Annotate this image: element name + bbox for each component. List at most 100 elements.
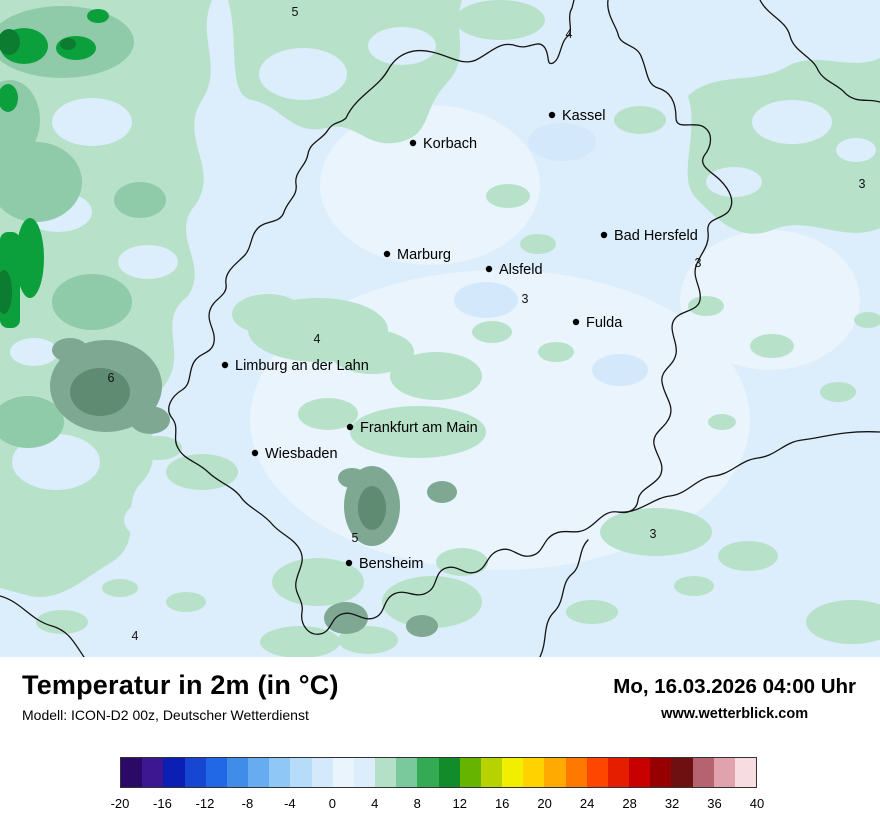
legend-color-segment [502,758,524,787]
legend-tick-label: 36 [707,796,722,811]
legend-color-segment [565,758,587,787]
city-dot [345,559,353,567]
city-label: Alsfeld [499,262,543,278]
city-marker-korbach: Korbach [409,136,477,152]
legend-color-segment [353,758,376,787]
legend-color-segment [248,758,270,787]
legend-tick-label: 28 [622,796,637,811]
city-marker-limburg: Limburg an der Lahn [221,358,369,374]
city-label: Frankfurt am Main [360,420,478,436]
city-dot [251,449,259,457]
legend-color-segment [713,758,735,787]
southeast-border-path [617,431,880,513]
legend-color-segment [480,758,503,787]
legend-tick-label: 32 [664,796,680,811]
terrain-dark-gray-green [70,368,386,530]
legend-color-segment [459,758,481,787]
legend-color-bar [120,757,757,788]
city-dot [548,111,556,119]
model-info: Modell: ICON-D2 00z, Deutscher Wetterdie… [22,707,309,723]
legend-tick-label: 20 [537,796,552,811]
legend-color-segment [332,758,354,787]
state-borders [0,0,880,658]
legend-color-segment [226,758,249,787]
legend-color-segment [671,758,693,787]
legend-color-segment [184,758,206,787]
temperature-map: 5 4 3 3 3 4 6 5 3 4 Kassel Korbach [0,0,880,658]
city-markers: Kassel Korbach Bad Hersfeld Marburg Alsf… [221,108,698,572]
legend-tick-label: -16 [153,796,172,811]
legend-color-segment [607,758,630,787]
city-dot [600,231,608,239]
title-block: Temperatur in 2m (in °C) Modell: ICON-D2… [22,657,339,745]
legend-tick-label: -8 [241,796,254,811]
temperature-values: 5 4 3 3 3 4 6 5 3 4 [108,5,866,643]
legend-tick-label: 12 [452,796,467,811]
city-marker-marburg: Marburg [383,247,451,263]
city-dot [572,318,580,326]
terrain-bright-green [0,9,109,328]
legend-color-segment [290,758,312,787]
city-label: Fulda [586,315,623,331]
temp-value-label: 6 [108,371,115,385]
legend-color-segment [396,758,418,787]
south-border-fragment [539,539,589,658]
legend-tick-label: -12 [195,796,215,811]
temp-value-label: 3 [859,177,866,191]
temp-value-label: 3 [522,292,529,306]
legend-tick-label: 24 [579,796,595,811]
legend-tick-label: 40 [749,796,765,811]
legend-color-segment [438,758,460,787]
temp-value-label: 3 [650,527,657,541]
legend-color-segment [142,758,164,787]
city-label: Wiesbaden [265,446,338,462]
temp-value-label: 4 [566,27,573,41]
temp-value-label: 4 [132,629,139,643]
city-label: Korbach [423,136,477,152]
southwest-border-fragment [0,595,85,658]
temp-value-label: 5 [292,5,299,19]
legend-color-segment [205,758,227,787]
legend-tick-label: -4 [284,796,296,811]
legend-color-segment [121,758,143,787]
legend-tick-label: 4 [371,796,379,811]
legend-color-segment [163,758,185,787]
city-label: Bensheim [359,556,423,572]
temp-value-label: 3 [695,256,702,270]
city-label: Limburg an der Lahn [235,358,369,374]
datetime-label: Mo, 16.03.2026 04:00 Uhr [613,675,856,698]
city-label: Bad Hersfeld [614,228,698,244]
legend-color-segment [650,758,672,787]
city-marker-fulda: Fulda [572,315,623,331]
page-title: Temperatur in 2m (in °C) [22,670,339,700]
legend-ticks: -20 -16 -12 -8 -4 0 4 8 12 16 20 24 28 32 36 40 [111,793,765,815]
legend-tick-label: 16 [494,796,510,811]
legend-color-segment [523,758,545,787]
temp-value-label: 4 [314,332,321,346]
legend-color-segment [311,758,333,787]
city-marker-bensheim: Bensheim [345,556,423,572]
date-block: Mo, 16.03.2026 04:00 Uhr www.wetterblick… [613,675,860,745]
terrain-deeper-blue [454,123,648,386]
legend-tick-label: 8 [413,796,421,811]
legend-color-segment [629,758,651,787]
legend-tick-label: -20 [110,796,130,811]
legend-tick-label: 0 [328,796,336,811]
city-marker-bad-hersfeld: Bad Hersfeld [600,228,698,244]
terrain-dark-green [0,29,76,314]
legend-color-segment [586,758,608,787]
hesse-border-path [168,0,733,635]
city-dot [485,265,493,273]
legend-color-segment [269,758,291,787]
city-marker-kassel: Kassel [548,108,606,124]
map-svg: 5 4 3 3 3 4 6 5 3 4 Kassel Korbach [0,0,880,658]
temp-value-label: 5 [352,531,359,545]
legend-color-segment [692,758,714,787]
city-dot [346,423,354,431]
city-dot [221,361,229,369]
city-marker-wiesbaden: Wiesbaden [251,446,338,462]
city-marker-frankfurt: Frankfurt am Main [346,420,478,436]
legend-color-segment [417,758,439,787]
legend-color-segment [375,758,397,787]
